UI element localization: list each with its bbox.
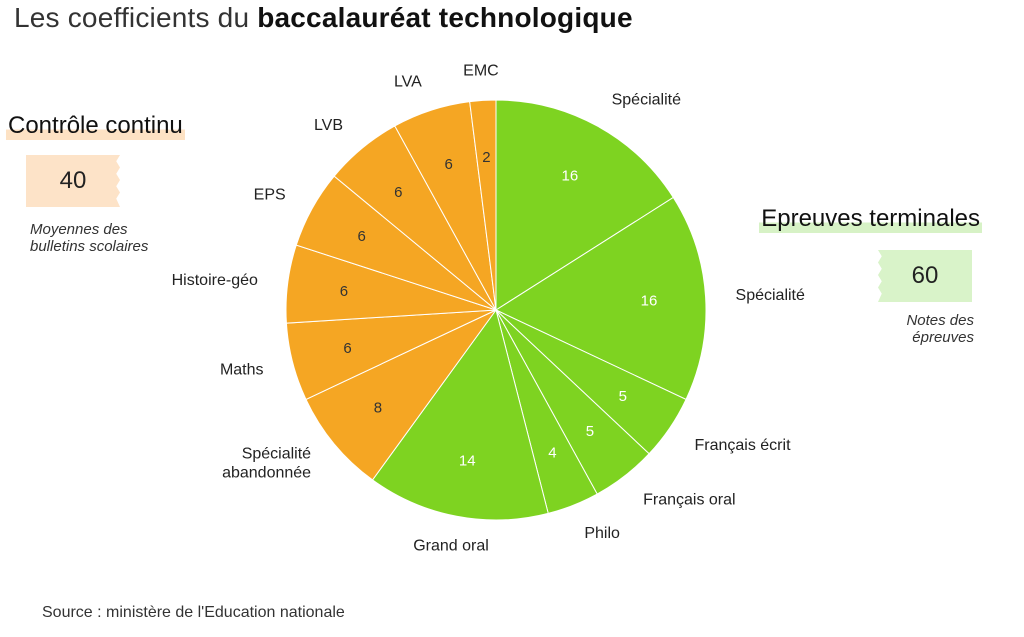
pie-value-label: 6 [394, 184, 402, 201]
pie-category-label-line: Philo [584, 525, 620, 542]
controle-continu-note: Moyennes des bulletins scolaires [30, 221, 200, 255]
pie-category-label: Grand oral [413, 538, 489, 555]
pie-slice-1 [495, 99, 674, 311]
source-note: Source : ministère de l'Education nation… [42, 604, 345, 621]
pie-category-label-line: Français écrit [694, 437, 791, 454]
pie-category-label-line: Spécialité [736, 287, 805, 304]
pie-slice-13 [469, 99, 497, 311]
pie-category-label-line: Histoire-géo [172, 272, 258, 289]
pie-category-label-line: Spécialité [612, 92, 681, 109]
pie-value-label: 6 [343, 340, 351, 357]
pie-category-label-line: Français oral [643, 492, 735, 509]
pie-category-label: Spécialité abandonnée [222, 445, 311, 481]
pie-category-label-line: Grand oral [413, 538, 489, 555]
pie-category-label: Spécialité [612, 92, 681, 109]
pie-value-label: 5 [619, 388, 627, 405]
chart-title-prefix: Les coefficients du [14, 2, 258, 33]
controle-continu-note-line2: bulletins scolaires [30, 238, 149, 255]
controle-continu-title: Contrôle continu [6, 112, 185, 140]
pie-value-label: 14 [459, 453, 476, 470]
pie-category-label-line: Spécialité [242, 445, 311, 462]
pie-category-label: Maths [220, 362, 264, 379]
pie-value-label: 6 [444, 156, 452, 173]
pie-category-label: EPS [254, 186, 286, 203]
pie-category-label: Français oral [643, 492, 735, 509]
pie-value-label: 16 [562, 168, 579, 185]
pie-category-label: Philo [584, 525, 620, 542]
controle-continu-total: 40 [26, 155, 120, 207]
pie-category-label: Histoire-géo [172, 272, 258, 289]
pie-value-label: 16 [641, 292, 658, 309]
pie-category-label-line: LVB [314, 117, 343, 134]
pie-category-label-line: EPS [254, 186, 286, 203]
pie-category-labels: Spécialité Spécialité Français écrit França… [172, 62, 805, 554]
epreuves-terminales-note: Notes des épreuves [804, 312, 974, 346]
pie-slice-7 [305, 309, 497, 481]
pie-category-label: Français écrit [694, 437, 791, 454]
chart-title-bold: baccalauréat technologique [257, 2, 633, 33]
pie-category-label-line: LVA [394, 74, 422, 91]
pie-category-label-line: EMC [463, 62, 499, 79]
epreuves-terminales-title: Epreuves terminales [759, 205, 982, 233]
pie-category-label: LVA [394, 74, 422, 91]
pie-value-label: 2 [482, 149, 490, 166]
pie-category-label: LVB [314, 117, 343, 134]
pie-value-label: 6 [340, 283, 348, 300]
epreuves-terminales-total: 60 [878, 250, 972, 302]
controle-continu-note-line1: Moyennes des [30, 221, 128, 238]
epreuves-terminales-note-line2: épreuves [912, 329, 974, 346]
pie-category-label-line: Maths [220, 362, 264, 379]
pie-slice-6 [371, 308, 549, 521]
pie-category-label: Spécialité [736, 287, 805, 304]
pie-slice-2 [494, 196, 707, 401]
pie-value-labels: 16 16 5 5 4 14 8 6 6 6 6 6 2 [340, 149, 658, 470]
pie-category-label-line: abandonnée [222, 464, 311, 481]
pie-value-label: 8 [374, 400, 382, 417]
epreuves-terminales-note-line1: Notes des [906, 312, 974, 329]
pie-slices [285, 99, 707, 521]
pie-category-label: EMC [463, 62, 499, 79]
pie-value-label: 6 [357, 228, 365, 245]
chart-title: Les coefficients du baccalauréat technol… [14, 2, 633, 34]
pie-value-label: 5 [586, 423, 594, 440]
pie-value-label: 4 [548, 445, 556, 462]
